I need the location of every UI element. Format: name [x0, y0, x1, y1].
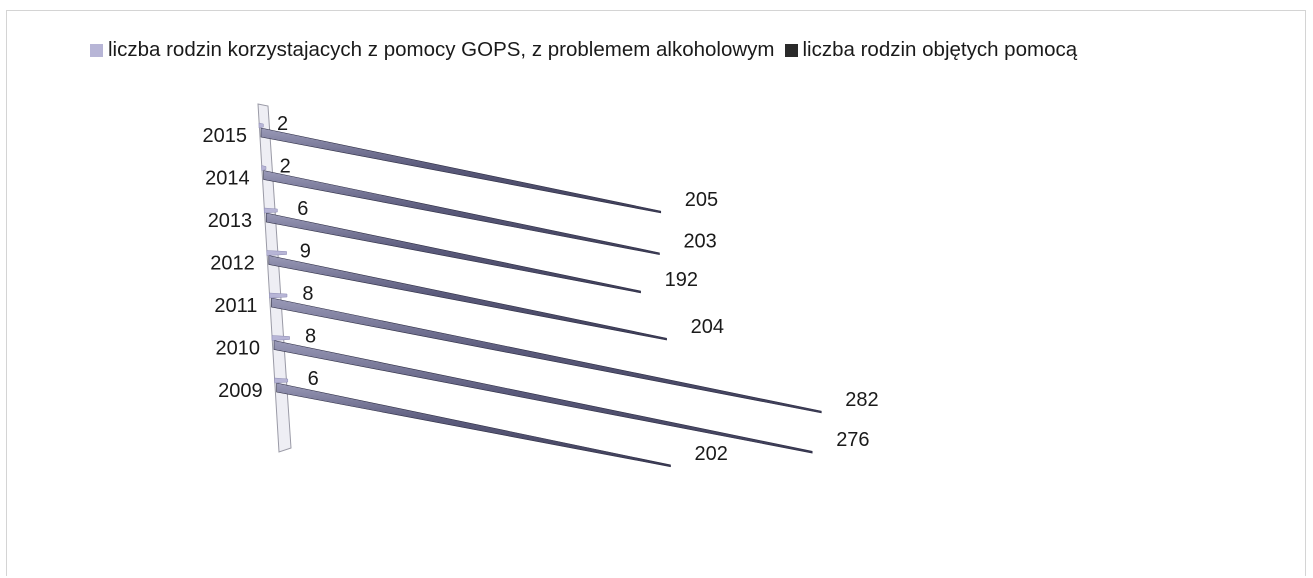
bar-alcohol-2012: [266, 250, 287, 256]
tick-label-2010: 2010: [216, 338, 261, 360]
tick-label-2015: 2015: [203, 125, 248, 147]
legend-swatch-alcohol: [90, 43, 103, 57]
data-label-assisted-2013: 192: [665, 269, 698, 291]
data-label-assisted-2014: 203: [683, 231, 716, 253]
legend-item-assisted: liczba rodzin objętych pomocą: [784, 38, 1078, 62]
bar-assisted-2010: [273, 340, 813, 454]
data-label-assisted-2011: 282: [845, 389, 878, 411]
bar-alcohol-2013: [263, 207, 278, 214]
bar-assisted-2011: [271, 297, 822, 414]
tick-label-2013: 2013: [208, 210, 253, 232]
tick-label-2011: 2011: [214, 295, 257, 317]
data-label-alcohol-2015: 2: [277, 113, 288, 135]
data-label-assisted-2009: 202: [695, 443, 728, 465]
tick-label-2012: 2012: [210, 253, 255, 275]
data-label-assisted-2015: 205: [685, 189, 718, 211]
bar-assisted-2012: [268, 255, 667, 341]
bar-assisted-2014: [263, 170, 660, 255]
bar-alcohol-2011: [269, 292, 288, 299]
legend-label-assisted: liczba rodzin objętych pomocą: [802, 38, 1078, 61]
legend-label-alcohol: liczba rodzin korzystajacych z pomocy GO…: [108, 38, 775, 61]
legend-item-alcohol: liczba rodzin korzystajacych z pomocy GO…: [90, 38, 775, 62]
bar-assisted-2013: [265, 212, 641, 294]
tick-label-2014: 2014: [205, 168, 250, 190]
bar-assisted-2015: [260, 127, 662, 214]
data-label-alcohol-2013: 6: [297, 198, 308, 220]
legend-swatch-assisted: [784, 43, 798, 57]
bar-alcohol-2010: [271, 335, 290, 341]
bar-alcohol-2014: [261, 165, 267, 171]
data-label-alcohol-2009: 6: [308, 368, 319, 390]
data-label-assisted-2012: 204: [691, 316, 724, 338]
tick-label-2009: 2009: [218, 380, 263, 402]
data-label-alcohol-2012: 9: [300, 241, 311, 263]
data-label-alcohol-2010: 8: [305, 326, 316, 348]
data-label-assisted-2010: 276: [836, 429, 869, 451]
data-label-alcohol-2014: 2: [280, 156, 291, 178]
bar-alcohol-2009: [274, 377, 289, 384]
bar-assisted-2009: [276, 382, 671, 468]
bar-alcohol-2015: [258, 122, 264, 129]
legend: liczba rodzin korzystajacych z pomocy GO…: [90, 38, 1087, 62]
data-label-alcohol-2011: 8: [302, 283, 313, 305]
chart-frame: [6, 10, 1306, 576]
